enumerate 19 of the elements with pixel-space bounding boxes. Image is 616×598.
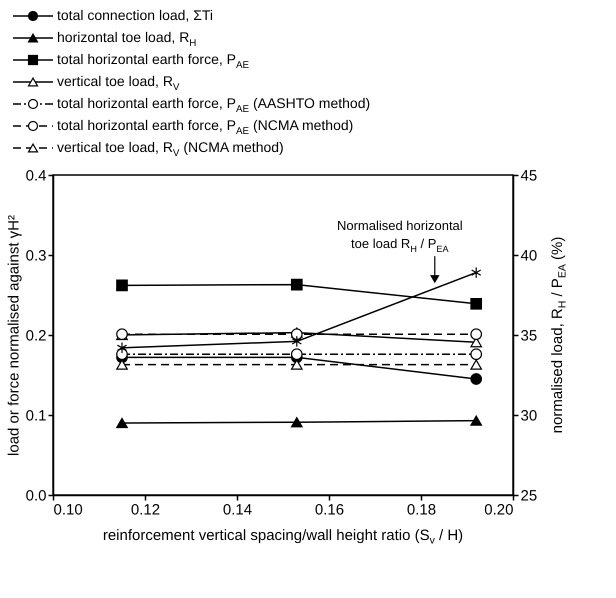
y2-tick-label: 45 bbox=[520, 168, 538, 184]
y-tick-label: 0.1 bbox=[26, 408, 46, 424]
y-tick-label: 0.2 bbox=[26, 328, 46, 344]
x-tick-label: 0.18 bbox=[406, 502, 436, 518]
y2-tick-label: 40 bbox=[520, 248, 538, 264]
y2-axis-title: normalised load, RH / PEA (%) bbox=[549, 236, 568, 434]
y2-tick-label: 25 bbox=[520, 488, 538, 504]
y2-tick-label: 35 bbox=[520, 328, 538, 344]
y-tick-label: 0.4 bbox=[26, 168, 46, 184]
y2-tick-label: 30 bbox=[520, 408, 538, 424]
y-tick-label: 0.0 bbox=[26, 488, 46, 504]
x-tick-label: 0.20 bbox=[484, 502, 514, 518]
x-tick-label: 0.14 bbox=[222, 502, 252, 518]
y-axis-title: load or force normalised against γH² bbox=[6, 215, 23, 456]
legend-label: total connection load, ΣTi bbox=[57, 7, 214, 23]
y-tick-label: 0.3 bbox=[26, 248, 46, 264]
x-tick-label: 0.16 bbox=[314, 502, 344, 518]
x-tick-label: 0.12 bbox=[130, 502, 160, 518]
x-tick-label: 0.10 bbox=[54, 502, 83, 518]
